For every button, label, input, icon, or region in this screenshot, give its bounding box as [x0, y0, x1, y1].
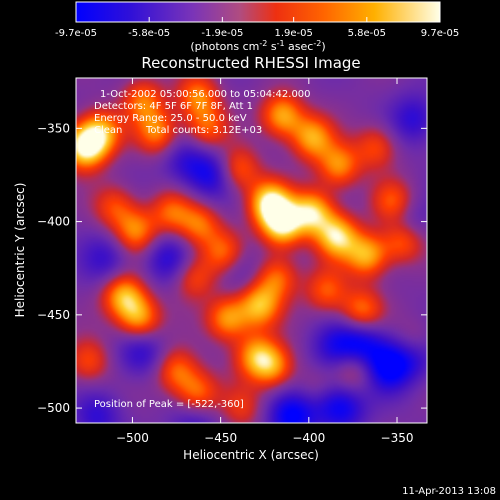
colorbar-tick-label: 9.7e-05	[421, 28, 459, 39]
x-axis: −500 −450 −400 −350	[116, 78, 414, 445]
image-annotations: 1-Oct-2002 05:00:56.000 to 05:04:42.000 …	[94, 89, 311, 410]
colorbar-units: (photons cm-2 s-1 asec-2)	[190, 39, 325, 53]
heatmap-image	[76, 78, 427, 423]
annotation-method: Clean	[94, 125, 122, 136]
colorbar-frame	[75, 1, 441, 23]
annotation-counts: Total counts: 3.12E+03	[145, 125, 262, 136]
annotation-time-range: 1-Oct-2002 05:00:56.000 to 05:04:42.000	[100, 89, 311, 100]
y-axis-label: Heliocentric Y (arcsec)	[13, 183, 27, 318]
colorbar-tick-label: -5.8e-05	[128, 28, 170, 39]
y-tick-label: −350	[37, 121, 70, 135]
colorbar-tick-label: 1.9e-05	[274, 28, 312, 39]
colorbar-ticks: -9.7e-05 -5.8e-05 -1.9e-05 1.9e-05 5.8e-05 9.…	[55, 17, 459, 39]
x-axis-label: Heliocentric X (arcsec)	[183, 448, 319, 462]
colorbar-tick-label: -9.7e-05	[55, 28, 97, 39]
x-tick-label: −450	[204, 431, 237, 445]
colorbar-gradient	[76, 2, 440, 22]
y-tick-label: −500	[37, 401, 70, 415]
annotation-energy-range: Energy Range: 25.0 - 50.0 keV	[94, 113, 247, 124]
plot-frame	[75, 77, 428, 424]
timestamp: 11-Apr-2013 13:08	[402, 486, 496, 497]
y-tick-label: −400	[37, 215, 70, 229]
x-tick-label: −400	[292, 431, 325, 445]
x-tick-label: −350	[381, 431, 414, 445]
annotation-peak: Position of Peak = [-522,-360]	[94, 399, 244, 410]
y-tick-label: −450	[37, 308, 70, 322]
annotation-detectors: Detectors: 4F 5F 6F 7F 8F, Att 1	[94, 101, 253, 112]
x-tick-label: −500	[116, 431, 149, 445]
chart-title: Reconstructed RHESSI Image	[141, 54, 360, 72]
colorbar-tick-label: 5.8e-05	[348, 28, 386, 39]
colorbar-tick-label: -1.9e-05	[201, 28, 243, 39]
colorbar: -9.7e-05 -5.8e-05 -1.9e-05 1.9e-05 5.8e-05 9.…	[55, 1, 459, 53]
y-axis: −350 −400 −450 −500	[37, 121, 427, 415]
